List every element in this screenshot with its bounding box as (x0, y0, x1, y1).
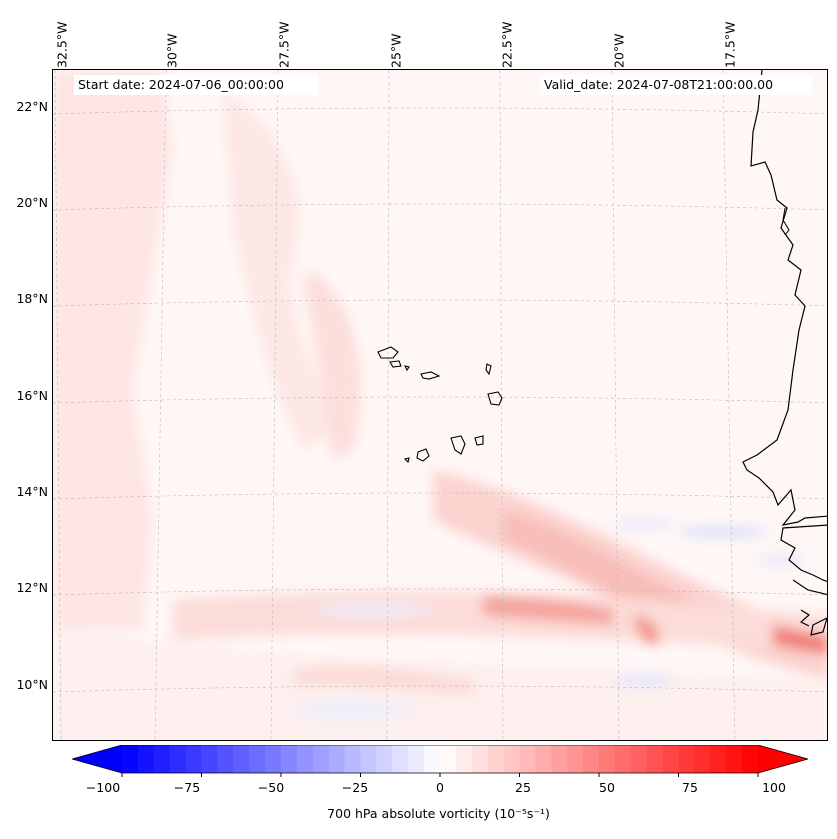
island-santiago (450, 435, 466, 455)
colorbar-segment (662, 745, 680, 773)
map-canvas (53, 70, 827, 740)
lat-label-22n: 22°N (16, 99, 48, 114)
colorbar-segment (344, 745, 362, 773)
lon-label-32-5w: 32.5°W (54, 21, 70, 68)
lon-label-30w: 30°W (164, 33, 180, 68)
lon-label-22-5w: 22.5°W (499, 21, 515, 68)
vorticity-map (52, 69, 828, 741)
island-fogo (416, 448, 430, 462)
africa-coastline (742, 70, 827, 526)
colorbar-segment (360, 745, 377, 773)
guinea-coast (780, 524, 827, 636)
island-maio (474, 435, 484, 446)
colorbar-segment (122, 745, 139, 773)
lon-label-17-5w: 17.5°W (722, 21, 738, 68)
island-sao-vicente (389, 360, 402, 368)
start-date-label: Start date: 2024-07-06_00:00:00 (74, 75, 318, 95)
colorbar-segment (694, 745, 711, 773)
lon-label-27-5w: 27.5°W (276, 21, 292, 68)
colorbar-segment (217, 745, 234, 773)
estuary-detail (782, 207, 790, 236)
colorbar-tick-minus-75: −75 (173, 780, 201, 795)
colorbar-segment (153, 745, 171, 773)
island-sao-nicolau (420, 371, 441, 380)
colorbar-title: 700 hPa absolute vorticity (10⁻⁵s⁻¹) (327, 806, 550, 821)
lat-label-16n: 16°N (16, 388, 48, 403)
lon-label-25w: 25°W (388, 33, 404, 68)
colorbar-segment (567, 745, 584, 773)
colorbar-segment (630, 745, 648, 773)
colorbar-segment (487, 745, 505, 773)
colorbar-segment (519, 745, 536, 773)
colorbar-tick-100: 100 (762, 780, 786, 795)
colorbar-tick-minus-25: −25 (341, 780, 369, 795)
colorbar-segment (233, 745, 250, 773)
colorbar-tick-0: 0 (436, 780, 444, 795)
lat-label-14n: 14°N (16, 484, 48, 499)
colorbar-segment (265, 745, 282, 773)
colorbar-segment (424, 745, 441, 773)
colorbar-segment (249, 745, 266, 773)
colorbar-outline (72, 745, 809, 774)
colorbar-segment (471, 745, 489, 773)
colorbar-segment (137, 745, 155, 773)
colorbar-ticks (121, 773, 759, 777)
colorbar-segment (678, 745, 695, 773)
vorticity-field-shading (53, 70, 827, 740)
colorbar-tick-minus-100: −100 (85, 780, 121, 795)
island-santo-antao (377, 346, 399, 359)
colorbar-segment (614, 745, 632, 773)
colorbar-segment (281, 745, 298, 773)
lat-label-18n: 18°N (16, 291, 48, 306)
colorbar-segment (201, 745, 218, 773)
colorbar-segment (742, 745, 759, 773)
colorbar-segments (122, 745, 759, 773)
island-boa-vista (487, 391, 503, 406)
colorbar-segment (455, 745, 473, 773)
valid-date-label: Valid_date: 2024-07-08T21:00:00.00 (540, 75, 812, 95)
colorbar-segment (312, 745, 330, 773)
colorbar-segment (599, 745, 616, 773)
colorbar-segment (551, 745, 568, 773)
colorbar-segment (296, 745, 314, 773)
colorbar-tick-25: 25 (515, 780, 531, 795)
colorbar-segment (328, 745, 346, 773)
graticule (53, 70, 827, 740)
colorbar-tick-75: 75 (682, 780, 698, 795)
lon-label-20w: 20°W (611, 33, 627, 68)
island-sal (485, 363, 492, 376)
colorbar-segment (169, 745, 187, 773)
colorbar-tick-50: 50 (599, 780, 615, 795)
colorbar-segment (392, 745, 409, 773)
colorbar (72, 745, 809, 777)
colorbar-segment (646, 745, 664, 773)
colorbar-segment (726, 745, 743, 773)
colorbar-tick-minus-50: −50 (257, 780, 285, 795)
colorbar-segment (408, 745, 425, 773)
colorbar-segment (710, 745, 727, 773)
colorbar-segment (185, 745, 203, 773)
lat-label-12n: 12°N (16, 580, 48, 595)
colorbar-segment (440, 745, 457, 773)
lat-label-20n: 20°N (16, 195, 48, 210)
colorbar-segment (583, 745, 600, 773)
lat-label-10n: 10°N (16, 677, 48, 692)
colorbar-segment (535, 745, 552, 773)
island-brava (403, 457, 410, 464)
colorbar-segment (376, 745, 393, 773)
colorbar-min-extend-arrow (72, 745, 122, 773)
cape-verde-islands (377, 346, 503, 464)
colorbar-max-extend-arrow (758, 745, 808, 773)
colorbar-segment (503, 745, 521, 773)
